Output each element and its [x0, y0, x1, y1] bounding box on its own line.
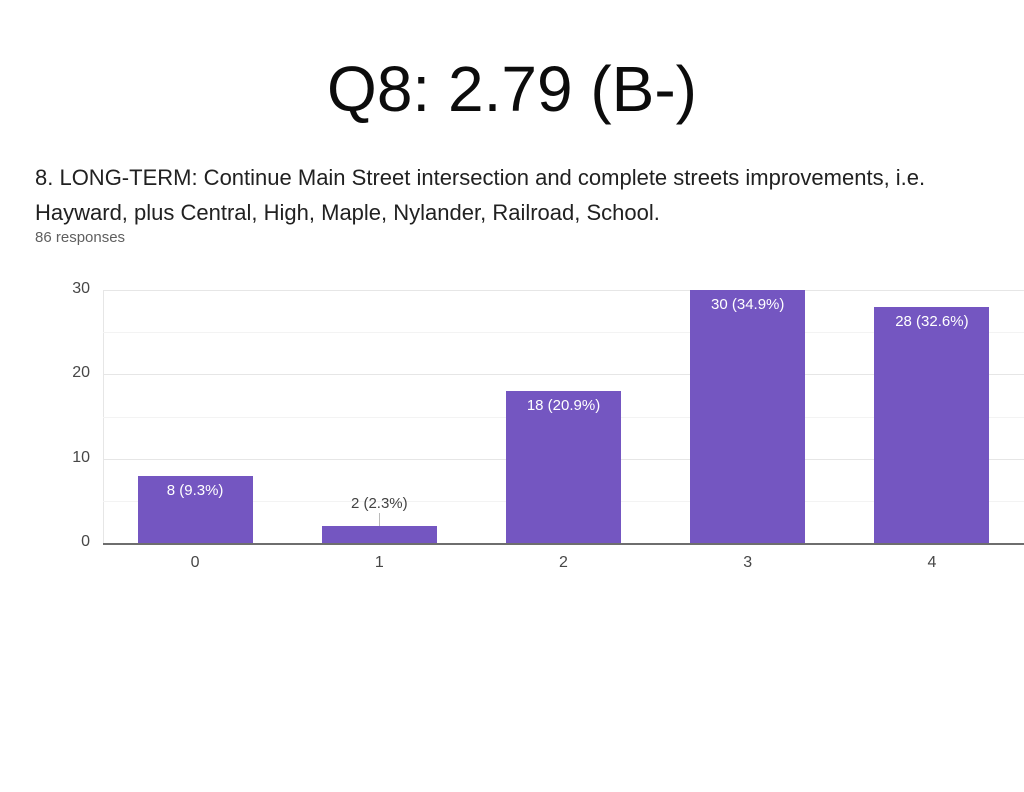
bar-label-connector-line: [379, 513, 381, 527]
responses-count-label: 86 responses: [35, 229, 126, 246]
x-axis-category-label: 1: [374, 554, 384, 571]
y-axis-tick-label: 30: [72, 280, 90, 297]
bar-category-3: 30 (34.9%): [690, 290, 806, 543]
x-axis-category-label: 2: [559, 554, 568, 571]
chart: 0 10 20 30 8 (9.3%) 0 2 (2.3%) 1 18 (20.9%) 2 30 (…: [0, 270, 1024, 590]
bar-category-2: 18 (20.9%): [506, 391, 621, 543]
bar-value-label: 8 (9.3%): [166, 481, 224, 499]
x-axis-category-label: 4: [927, 554, 937, 571]
question-text-line-1: 8. LONG-TERM: Continue Main Street inter…: [35, 165, 926, 190]
minor-gridline: [103, 332, 1024, 334]
slide-title: Q8: 2.79 (B-): [327, 53, 697, 125]
bar-value-label: 30 (34.9%): [711, 296, 785, 313]
bar-category-1: [321, 526, 437, 543]
bar-value-label: 28 (32.6%): [895, 312, 969, 330]
major-gridline: [103, 374, 1024, 376]
bar-category-0: 8 (9.3%): [137, 475, 253, 543]
y-axis-tick-label: 20: [72, 364, 90, 382]
question-text: 8. LONG-TERM: Continue Main Street inter…: [35, 160, 995, 230]
major-gridline: [103, 290, 1024, 291]
bar-value-label: 18 (20.9%): [526, 397, 601, 415]
y-axis-tick-label: 10: [72, 448, 90, 466]
x-axis-category-label: 0: [190, 554, 200, 571]
question-text-line-2: Hayward, plus Central, High, Maple, Nyla…: [35, 200, 660, 225]
x-axis-category-label: 3: [743, 554, 753, 571]
x-axis-line: [103, 543, 1024, 545]
bar-category-4: 28 (32.6%): [874, 306, 990, 543]
y-axis-tick-label: 0: [81, 533, 90, 550]
bar-value-label: 2 (2.3%): [350, 495, 408, 513]
